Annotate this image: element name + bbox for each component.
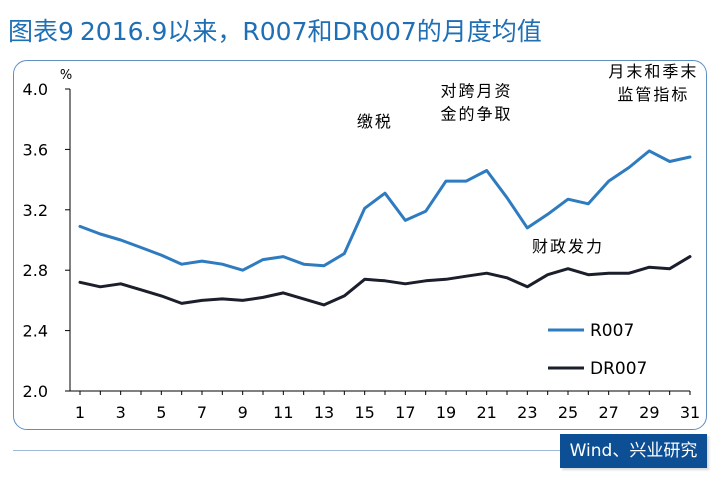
y-tick-label: 4.0 xyxy=(23,80,48,99)
x-tick-label: 31 xyxy=(680,403,700,422)
x-tick-label: 9 xyxy=(238,403,248,422)
annotation-text: 缴税 xyxy=(357,112,393,131)
series-line-dr007 xyxy=(78,255,692,307)
y-tick-label: 2.4 xyxy=(23,322,48,341)
figure-title: 2016.9以来，R007和DR007的月度均值 xyxy=(79,17,542,46)
x-tick-label: 19 xyxy=(436,403,456,422)
x-tick-label: 23 xyxy=(517,403,537,422)
legend-label-dr007: DR007 xyxy=(590,359,647,379)
footer-rule xyxy=(13,450,560,451)
annotation-text: 监管指标 xyxy=(617,85,689,104)
chart-panel xyxy=(13,60,707,430)
y-tick-label: 2.0 xyxy=(23,382,48,401)
chart-title: 图表9 2016.9以来，R007和DR007的月度均值 xyxy=(8,14,548,50)
x-tick-label: 13 xyxy=(314,403,334,422)
x-tick-label: 21 xyxy=(476,403,496,422)
annotation-text: 月末和季末 xyxy=(608,62,698,81)
series-line-r007 xyxy=(78,149,692,272)
y-unit-label: % xyxy=(60,68,72,83)
x-tick-label: 3 xyxy=(116,403,126,422)
x-tick-label: 29 xyxy=(639,403,659,422)
annotation-text: 对跨月资 xyxy=(440,82,512,101)
figure-number: 图表9 xyxy=(8,17,74,46)
x-tick-label: 25 xyxy=(558,403,578,422)
annotation-text: 财政发力 xyxy=(532,237,604,256)
x-tick-label: 27 xyxy=(598,403,618,422)
x-tick-label: 11 xyxy=(273,403,293,422)
annotation-text: 金的争取 xyxy=(440,105,512,124)
y-tick-label: 2.8 xyxy=(23,261,48,280)
legend-label-r007: R007 xyxy=(590,321,634,341)
y-tick-label: 3.6 xyxy=(23,140,48,159)
x-tick-label: 5 xyxy=(156,403,166,422)
y-tick-label: 3.2 xyxy=(23,201,48,220)
x-tick-label: 17 xyxy=(395,403,415,422)
x-tick-label: 1 xyxy=(75,403,85,422)
x-tick-label: 15 xyxy=(354,403,374,422)
source-label: Wind、兴业研究 xyxy=(560,434,707,468)
x-tick-label: 7 xyxy=(197,403,207,422)
